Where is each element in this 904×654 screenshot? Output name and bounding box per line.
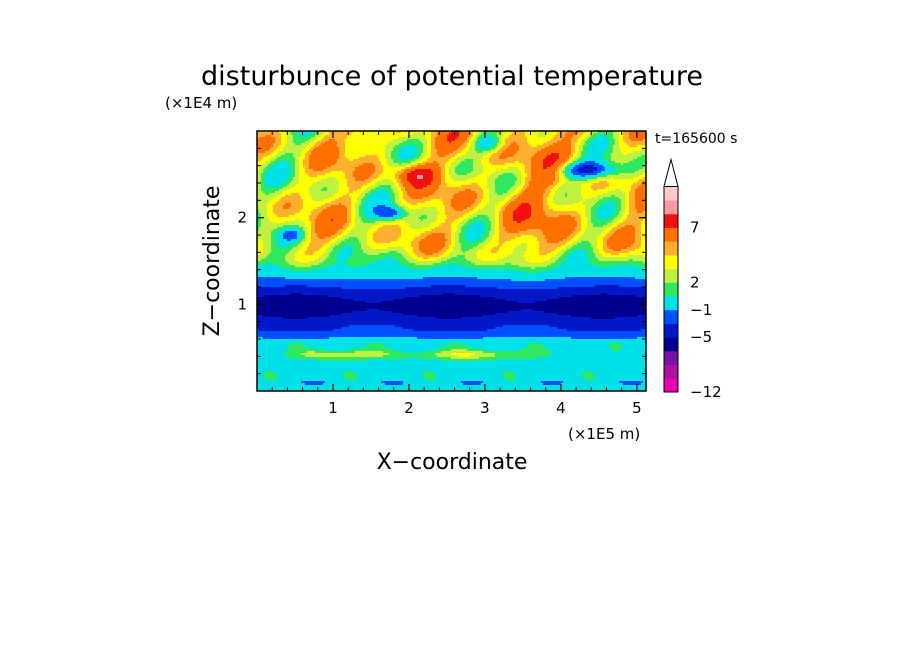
colorbar-swatch xyxy=(664,323,678,338)
colorbar-swatch xyxy=(664,296,678,311)
colorbar-label: −12 xyxy=(690,383,722,401)
colorbar-label: 2 xyxy=(690,273,700,291)
colorbar-swatch xyxy=(664,255,678,270)
colorbar-swatch xyxy=(664,364,678,379)
time-label: t=165600 s xyxy=(655,131,737,147)
colorbar-swatch xyxy=(664,268,678,283)
colorbar-swatch xyxy=(664,227,678,242)
x-axis-ticks: 1 2 3 4 5 xyxy=(271,131,642,417)
colorbar-swatch xyxy=(664,282,678,297)
colorbar-label: 7 xyxy=(690,219,700,237)
colorbar-label: −5 xyxy=(690,328,712,346)
y-tick-label: 1 xyxy=(237,295,247,313)
colorbar-swatch xyxy=(664,241,678,256)
x-tick-label: 4 xyxy=(556,399,566,417)
x-tick-label: 2 xyxy=(404,399,414,417)
y-axis-ticks: 12 xyxy=(237,147,646,375)
x-axis-title: X−coordinate xyxy=(377,450,528,475)
colorbar-swatch xyxy=(664,337,678,352)
x-tick-label: 5 xyxy=(632,399,642,417)
colorbar: −12−5−127 xyxy=(663,157,722,401)
y-unit-label: (×1E4 m) xyxy=(165,94,237,112)
y-axis-title: Z−coordinate xyxy=(200,186,225,337)
contour-field xyxy=(257,131,646,391)
y-tick-label: 2 xyxy=(237,209,247,227)
colorbar-swatch xyxy=(664,200,678,215)
chart-title: disturbunce of potential temperature xyxy=(201,61,703,92)
colorbar-label: −1 xyxy=(690,301,712,319)
colorbar-swatch xyxy=(664,350,678,365)
x-tick-label: 1 xyxy=(328,399,338,417)
x-tick-label: 3 xyxy=(480,399,490,417)
colorbar-swatch xyxy=(664,378,678,393)
colorbar-swatch xyxy=(664,186,678,201)
plot-frame xyxy=(256,130,647,392)
x-unit-label: (×1E5 m) xyxy=(568,425,640,443)
colorbar-swatch xyxy=(664,309,678,324)
colorbar-extend-arrow xyxy=(663,157,679,187)
colorbar-swatch xyxy=(664,213,678,228)
